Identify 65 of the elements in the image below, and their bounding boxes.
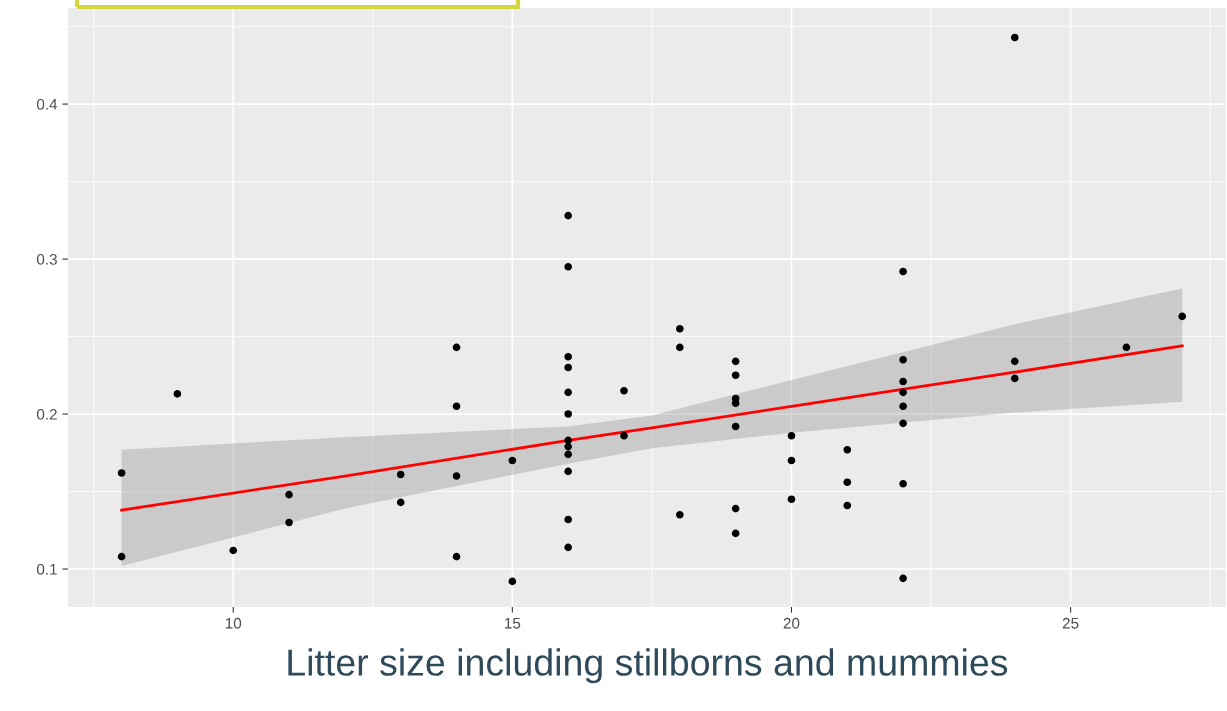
point — [173, 390, 182, 398]
point — [731, 399, 740, 407]
point — [285, 518, 293, 527]
point — [899, 402, 907, 411]
x-axis-title: Litter size including stillborns and mummies — [288, 648, 1008, 684]
point — [676, 510, 684, 519]
point — [1010, 374, 1019, 383]
point — [899, 479, 907, 488]
point — [285, 490, 293, 499]
point — [676, 343, 684, 352]
point — [396, 470, 405, 479]
y-tick-label: 0.4 — [36, 98, 58, 110]
point — [452, 552, 461, 561]
point — [452, 402, 461, 411]
point — [229, 546, 238, 555]
point — [564, 352, 572, 361]
point — [564, 211, 572, 220]
point — [564, 363, 572, 372]
point — [620, 387, 628, 395]
point — [396, 498, 405, 507]
point — [843, 478, 852, 487]
point — [787, 431, 796, 440]
point — [452, 472, 461, 480]
point — [899, 356, 907, 364]
x-tick-label: 15 — [505, 617, 521, 629]
point — [564, 410, 572, 418]
point — [564, 450, 572, 459]
point — [843, 501, 852, 510]
x-tick-label: 25 — [1062, 617, 1079, 629]
point — [899, 377, 907, 386]
point — [564, 467, 572, 476]
point — [452, 343, 461, 352]
point — [787, 456, 796, 465]
x-tick-label: 10 — [225, 617, 242, 629]
point — [1178, 312, 1187, 321]
point — [731, 529, 740, 538]
point — [508, 577, 517, 586]
y-tick-label: 0.3 — [36, 253, 57, 265]
point — [843, 445, 852, 454]
point — [787, 495, 796, 504]
point — [899, 388, 907, 397]
point — [117, 469, 126, 477]
y-tick-label: 0.1 — [36, 563, 57, 575]
point — [1122, 343, 1131, 352]
point — [620, 431, 628, 440]
point — [564, 515, 572, 524]
point — [731, 371, 740, 380]
line-series — [120, 344, 1184, 512]
point — [564, 263, 572, 271]
point — [899, 419, 907, 428]
point — [508, 456, 517, 465]
point — [899, 574, 907, 583]
point — [731, 357, 740, 366]
point — [731, 504, 740, 513]
point — [117, 552, 126, 561]
point — [564, 388, 572, 397]
point — [564, 543, 572, 552]
point — [564, 442, 572, 451]
point — [731, 422, 740, 431]
point — [1010, 33, 1019, 42]
y-tick-label: 0.2 — [36, 408, 57, 420]
point — [899, 267, 907, 276]
point — [1010, 357, 1019, 366]
point — [676, 325, 684, 333]
x-tick-label: 20 — [783, 617, 800, 629]
